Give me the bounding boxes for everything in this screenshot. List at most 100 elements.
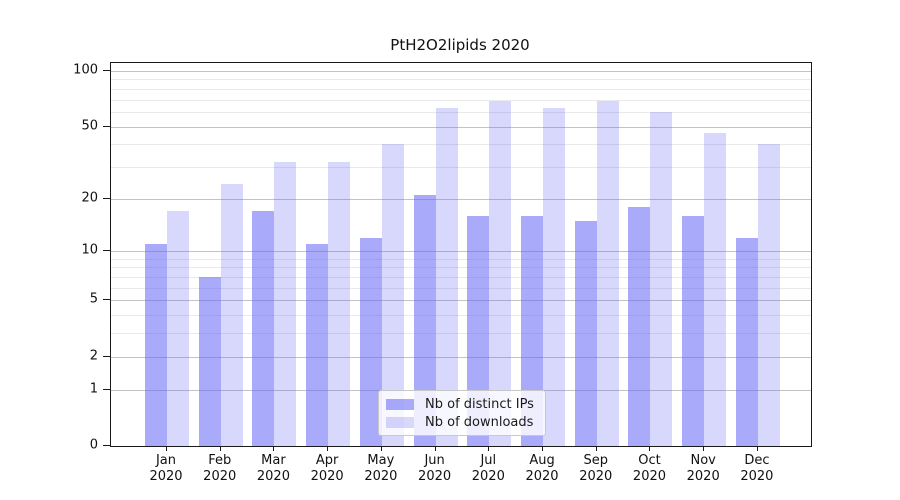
x-tick [380, 446, 382, 451]
x-tick-label-year: 2020 [418, 469, 452, 484]
gridline-major [111, 251, 811, 253]
bar-distinct-ips [413, 194, 436, 446]
bar-distinct-ips [735, 237, 758, 446]
gridline-minor [111, 267, 811, 269]
x-tick-label-year: 2020 [525, 469, 559, 484]
y-tick [103, 388, 110, 390]
gridline-major [111, 300, 811, 302]
bar-distinct-ips [145, 244, 167, 446]
x-tick-label: Feb 2020 [190, 453, 250, 485]
y-tick-label: 0 [89, 437, 98, 453]
legend-swatch-downloads [386, 416, 414, 428]
x-tick-label: May 2020 [351, 453, 411, 485]
x-tick-label-year: 2020 [471, 469, 505, 484]
x-tick-label: Mar 2020 [243, 453, 303, 485]
bar-downloads [650, 111, 673, 446]
bar-downloads [489, 100, 512, 446]
x-tick-label: Oct 2020 [619, 453, 679, 485]
bar-distinct-ips [306, 244, 329, 446]
gridline-minor [111, 277, 811, 279]
y-tick [103, 445, 110, 446]
gridline-major [111, 71, 811, 72]
bar-distinct-ips [574, 220, 597, 446]
bar-downloads [381, 144, 404, 446]
bar-downloads [543, 108, 566, 446]
y-tick-label: 5 [89, 291, 98, 307]
legend-swatch-distinct-ips [386, 398, 414, 410]
legend-label-distinct-ips: Nb of distinct IPs [425, 396, 534, 412]
y-tick [103, 70, 110, 71]
x-tick-label-year: 2020 [364, 469, 398, 484]
y-tick [103, 299, 110, 301]
x-tick-label: Jan 2020 [136, 453, 196, 485]
x-tick-label: Aug 2020 [512, 453, 572, 485]
x-tick-label: Sep 2020 [566, 453, 626, 485]
x-tick-label-year: 2020 [579, 469, 613, 484]
y-tick [103, 125, 110, 127]
bar-downloads [704, 133, 727, 446]
legend-item-distinct-ips: Nb of distinct IPs [386, 397, 545, 412]
x-tick-label: Nov 2020 [673, 453, 733, 485]
x-tick [166, 446, 167, 451]
x-tick-label: Jun 2020 [405, 453, 465, 485]
chart-title: PtH2O2lipids 2020 [390, 36, 530, 54]
bar-distinct-ips [521, 215, 544, 446]
bar-distinct-ips [198, 277, 221, 446]
gridline-major [111, 356, 811, 358]
plot-area [110, 62, 812, 447]
x-tick-label: Jul 2020 [458, 453, 518, 485]
bar-downloads [220, 184, 243, 446]
bar-downloads [167, 211, 189, 446]
x-tick [434, 446, 436, 451]
y-tick-label: 2 [89, 348, 98, 364]
bar-distinct-ips [467, 215, 490, 446]
bar-downloads [596, 100, 619, 446]
y-tick-label: 20 [81, 190, 98, 206]
x-tick [219, 446, 221, 451]
gridline-minor [111, 258, 811, 260]
y-tick-label: 100 [73, 62, 98, 78]
x-tick [542, 446, 544, 451]
bar-downloads [328, 161, 351, 446]
x-tick-label-year: 2020 [740, 469, 774, 484]
gridline-minor [111, 88, 811, 90]
gridline-minor [111, 99, 811, 101]
gridline-major [111, 198, 811, 200]
x-tick-label-year: 2020 [632, 469, 667, 484]
gridline-major [111, 126, 811, 128]
x-tick [756, 446, 758, 451]
bar-distinct-ips [252, 211, 275, 446]
x-tick [595, 446, 597, 451]
bar-distinct-ips [359, 237, 382, 446]
bar-distinct-ips [682, 215, 705, 446]
legend-item-downloads: Nb of downloads [386, 415, 545, 430]
gridline-minor [111, 287, 811, 289]
x-tick-label-year: 2020 [149, 469, 183, 484]
bar-distinct-ips [628, 206, 651, 446]
gridline-minor [111, 315, 811, 317]
bar-downloads [435, 108, 458, 446]
x-tick-label: Dec 2020 [727, 453, 787, 485]
x-tick [649, 446, 651, 451]
y-tick [103, 355, 110, 357]
bar-downloads [274, 161, 297, 446]
y-tick-label: 50 [81, 118, 98, 134]
x-tick [273, 446, 275, 451]
legend-label-downloads: Nb of downloads [425, 414, 534, 430]
gridline-minor [111, 144, 811, 146]
x-tick [327, 446, 329, 451]
x-tick [488, 446, 490, 451]
gridline-minor [111, 111, 811, 113]
y-tick [103, 250, 110, 252]
gridline-minor [111, 79, 811, 81]
x-tick-label-year: 2020 [203, 469, 237, 484]
x-tick [703, 446, 705, 451]
y-tick-label: 1 [89, 381, 98, 397]
gridline-minor [111, 333, 811, 335]
legend: Nb of distinct IPs Nb of downloads [378, 390, 546, 436]
y-tick-label: 10 [81, 242, 98, 258]
gridline-minor [111, 166, 811, 168]
x-tick-label: Apr 2020 [297, 453, 357, 485]
x-tick-label-year: 2020 [686, 469, 720, 484]
